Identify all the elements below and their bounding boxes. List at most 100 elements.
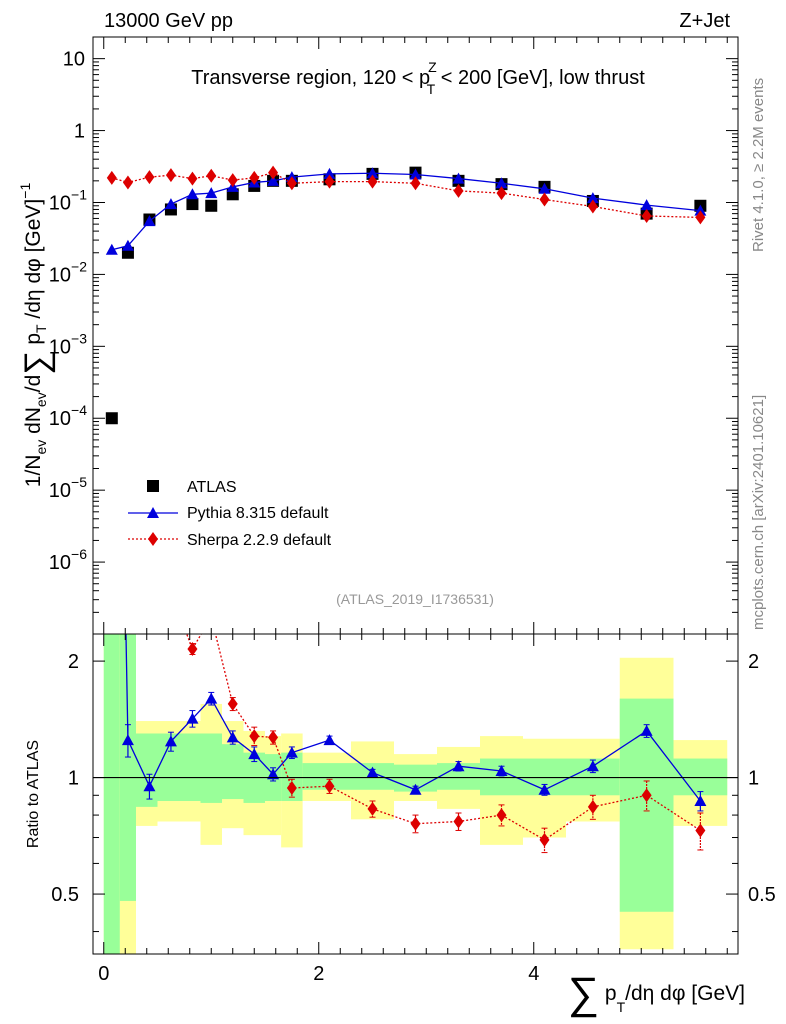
ratio-ylabel: Ratio to ATLAS (25, 740, 42, 848)
main-point-diamond (539, 192, 550, 207)
stat-uncertainty-band (222, 744, 244, 800)
main-point-triangle (409, 168, 422, 180)
main-point-triangle (323, 167, 336, 179)
main-point-diamond (165, 168, 176, 183)
ratio-xtick-label: 0 (98, 963, 109, 985)
ratio-point-triangle (186, 712, 199, 724)
ratio-frame (92, 633, 739, 955)
main-point-triangle (640, 199, 653, 211)
main-point-diamond (227, 173, 238, 188)
main-point-triangle (105, 243, 118, 255)
legend-sherpa-label: Sherpa 2.2.9 default (187, 532, 332, 549)
main-point-diamond (496, 186, 507, 201)
main-point-diamond (367, 174, 378, 189)
ratio-point-diamond (268, 730, 279, 745)
main-ytick-label: 10−6 (49, 546, 87, 574)
energy-label: 13000 GeV pp (104, 10, 233, 32)
main-point-triangle (366, 167, 379, 179)
stat-uncertainty-band (103, 634, 120, 954)
main-point-triangle (495, 177, 508, 189)
main-point-triangle (452, 172, 465, 184)
process-label: Z+Jet (679, 10, 730, 32)
ratio-point-diamond (367, 801, 378, 816)
legend-pythia-label: Pythia 8.315 default (187, 505, 329, 522)
main-point-diamond (587, 199, 598, 214)
main-point-diamond (122, 175, 133, 190)
ratio-point-triangle (121, 734, 134, 746)
main-point-diamond (206, 168, 217, 183)
ratio-point-triangle (226, 731, 239, 743)
main-point-triangle (143, 215, 156, 227)
legend-atlas-marker (147, 480, 159, 492)
main-point-diamond (268, 165, 279, 180)
stat-uncertainty-band (281, 752, 303, 801)
main-point-diamond (641, 208, 652, 223)
main-point-diamond (144, 170, 155, 185)
ratio-point-triangle (409, 783, 422, 795)
main-point-triangle (205, 187, 218, 199)
ratio-point-triangle (495, 764, 508, 776)
main-ytick-label: 10−5 (49, 474, 87, 502)
main-point-triangle (121, 239, 134, 251)
ratio-point-diamond (641, 788, 652, 803)
xlabel: ∑ pT/dη dφ [GeV] (568, 969, 745, 1018)
main-ytick-label: 10 (63, 49, 85, 71)
main-point-diamond (695, 210, 706, 225)
main-point-diamond (187, 171, 198, 186)
ratio-panel: 0.5 0.5 1 1 2 2 0 2 4 Ratio to ATLAS ∑ pT/dη dφ… (25, 633, 776, 1018)
ratio-point-triangle (164, 735, 177, 747)
ratio-xtick-label: 2 (313, 963, 324, 985)
stat-uncertainty-band (136, 733, 158, 807)
rivet-label: Rivet 4.1.0, ≥ 2.2M events (750, 78, 767, 252)
ratio-point-triangle (323, 734, 336, 746)
ratio-point-diamond (587, 799, 598, 814)
ratio-point-diamond (187, 641, 198, 656)
ratio-point-triangle (267, 768, 280, 780)
ratio-series-group (121, 634, 707, 854)
ratio-ytick-label: 0.5 (51, 884, 79, 906)
main-ylabel: 1/Nev dNev/d∑ pT /dη dφ [GeV]−1 (17, 183, 56, 488)
ratio-series-line (125, 634, 701, 802)
main-point-square (186, 198, 199, 211)
source-label: mcplots.cern.ch [arXiv:2401.10621] (750, 395, 767, 630)
ratio-point-triangle (366, 766, 379, 778)
legend-atlas-label: ATLAS (187, 479, 237, 496)
legend-sherpa-marker (148, 532, 158, 546)
main-point-triangle (586, 192, 599, 204)
main-point-square (105, 412, 118, 425)
ratio-point-triangle (143, 780, 156, 792)
main-point-square (205, 199, 218, 212)
main-series-line (111, 172, 701, 251)
main-point-diamond (106, 170, 117, 185)
main-ytick-label: 10−1 (49, 186, 87, 214)
main-ytick-label: 10−2 (49, 258, 87, 286)
main-ytick-label: 1 (74, 121, 85, 143)
main-point-diamond (410, 176, 421, 191)
stat-uncertainty-band (119, 634, 136, 901)
ratio-point-diamond (286, 780, 297, 795)
ratio-point-diamond (324, 779, 335, 794)
legend-pythia-marker (147, 507, 159, 518)
ratio-point-triangle (248, 748, 261, 760)
plot-title: Transverse region, 120 < pZ T < 200 [GeV]… (191, 59, 645, 97)
ratio-point-triangle (640, 724, 653, 736)
main-series-line (111, 171, 701, 219)
main-point-triangle (186, 188, 199, 200)
analysis-label: (ATLAS_2019_I1736531) (336, 591, 494, 607)
main-point-triangle (164, 198, 177, 210)
ratio-point-triangle (452, 760, 465, 772)
main-point-square (121, 246, 134, 259)
ratio-point-triangle (694, 794, 707, 806)
stat-uncertainty-band (200, 733, 222, 803)
main-point-diamond (286, 176, 297, 191)
ratio-xtick-label: 4 (528, 963, 539, 985)
ratio-ytick-label: 1 (68, 768, 79, 790)
main-point-triangle (538, 182, 551, 194)
ratio-point-diamond (249, 729, 260, 744)
ratio-ytick-label-right: 1 (748, 768, 759, 790)
ratio-point-diamond (227, 696, 238, 711)
ratio-point-diamond (695, 823, 706, 838)
ratio-ytick-label-right: 0.5 (748, 884, 776, 906)
main-point-triangle (267, 174, 280, 186)
ratio-point-triangle (586, 760, 599, 772)
